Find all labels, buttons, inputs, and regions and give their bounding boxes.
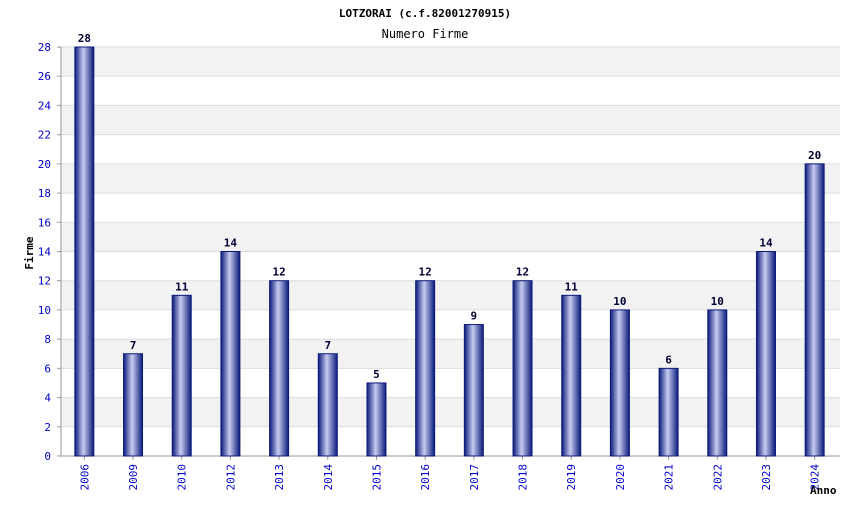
grid-band [61,76,840,106]
x-tick-label: 2019 [565,464,578,491]
y-tick-label: 14 [38,246,52,259]
bar-value-label: 14 [224,237,238,250]
y-tick-label: 10 [38,304,51,317]
x-tick-labels: 2006 2009 2010 2012 2013 2014 2015 2016 2017 2018… [78,464,821,491]
x-tick-label: 2023 [760,464,773,491]
x-tick-label: 2012 [224,464,237,491]
y-tick-label: 12 [38,275,51,288]
bar [512,280,533,457]
bar [463,324,484,457]
bar [74,46,95,457]
x-tick-label: 2017 [468,464,481,491]
bar-value-label: 11 [565,280,579,293]
x-tick-label: 2010 [176,464,189,491]
y-axis-label: Firme [23,236,36,269]
y-tick-label: 6 [44,362,51,375]
bar-value-label: 11 [175,280,189,293]
x-axis-label: Anno [810,484,837,497]
bar-value-label: 14 [759,237,773,250]
y-tick-label: 28 [38,41,51,54]
bar [123,353,144,457]
y-tick-label: 20 [38,158,51,171]
grid-band [61,47,840,77]
y-tick-label: 26 [38,70,51,83]
bar [609,309,630,457]
bar [755,251,776,457]
grid-band [61,105,840,135]
x-tick-label: 2024 [809,464,822,491]
value-labels: 28 7 11 14 12 7 5 12 9 12 11 10 6 10 14 20 [78,32,822,381]
y-tick-label: 22 [38,129,51,142]
bar [269,280,290,457]
y-tick-label: 24 [38,99,52,112]
bar-value-label: 7 [130,339,137,352]
x-tick-label: 2014 [322,464,335,491]
chart-subtitle: Numero Firme [382,27,469,41]
grid-band [61,222,840,252]
x-tick-label: 2009 [127,464,140,491]
bars [74,46,825,457]
bar-value-label: 10 [711,295,724,308]
bar-value-label: 20 [808,149,821,162]
bar [561,294,582,457]
x-tick-label: 2020 [614,464,627,491]
bar-value-label: 9 [471,310,478,323]
bar-value-label: 5 [373,368,380,381]
bar-value-label: 10 [613,295,626,308]
bar [171,294,192,457]
bar-value-label: 12 [516,266,529,279]
bar-value-label: 12 [419,266,432,279]
x-tick-label: 2018 [517,464,530,491]
bar [804,163,825,457]
bar-value-label: 28 [78,32,91,45]
grid-band [61,134,840,164]
x-tick-label: 2021 [663,464,676,491]
y-tick-label: 2 [44,421,51,434]
x-tick-label: 2013 [273,464,286,491]
x-tick-label: 2006 [78,464,91,491]
grid-band [61,193,840,223]
x-tick-label: 2022 [711,464,724,491]
bar [658,367,679,457]
chart-title: LOTZORAI (c.f.82001270915) [339,7,511,20]
y-tick-label: 4 [44,392,51,405]
grid-band [61,251,840,281]
bar-value-label: 7 [324,339,331,352]
y-tick-label: 18 [38,187,51,200]
bar-value-label: 6 [665,353,672,366]
x-tick-label: 2015 [370,464,383,491]
y-tick-label: 0 [44,450,51,463]
grid-band [61,163,840,194]
y-tick-label: 8 [44,333,51,346]
bar-value-label: 12 [272,266,285,279]
bar [317,353,338,457]
y-tick-label: 16 [38,216,51,229]
x-tick-label: 2016 [419,464,432,491]
bar [415,280,436,457]
bar [707,309,728,457]
bar [220,251,241,457]
bar [366,382,387,457]
